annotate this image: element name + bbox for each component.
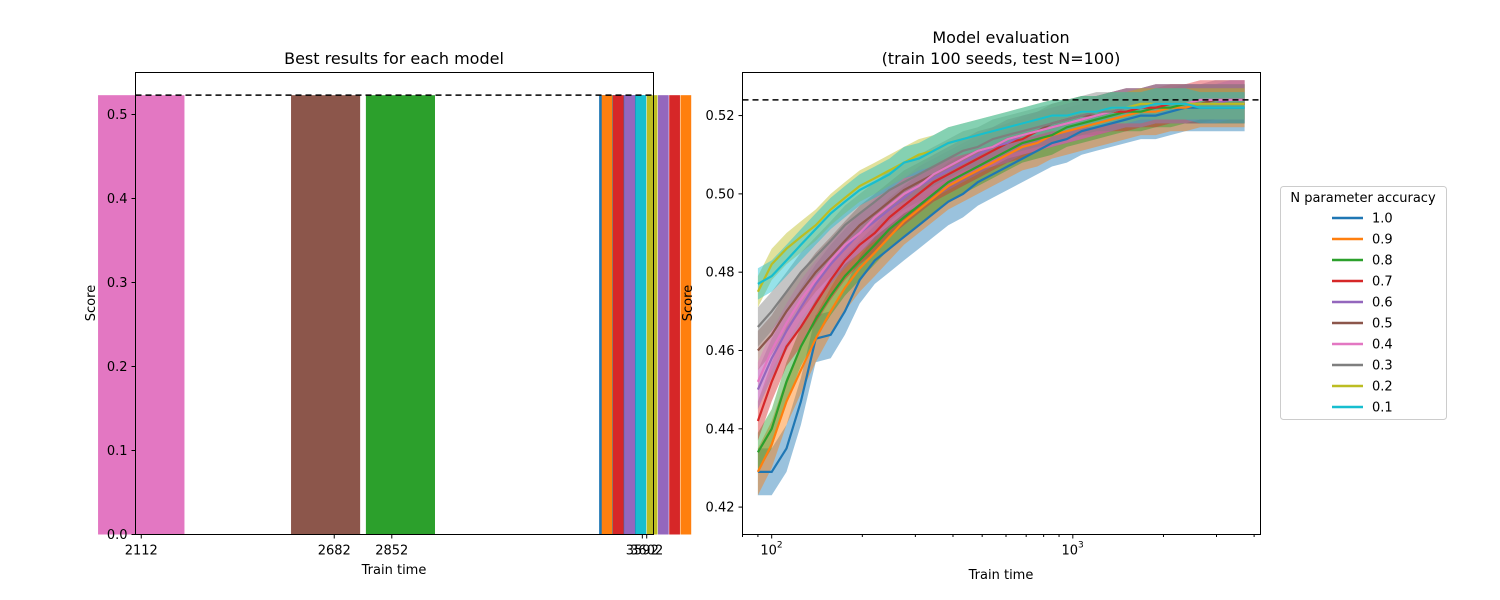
bar-chart: Best results for each model 0.0 0.1 0.2 0.3… bbox=[84, 49, 692, 578]
legend-items: 1.0 0.9 0.8 0.7 0.6 0.5 0.4 0.3 0.2 0.1 bbox=[1332, 212, 1393, 416]
bar bbox=[601, 95, 613, 535]
line-x-tick-exponent: 2 bbox=[777, 541, 783, 551]
bar bbox=[612, 95, 624, 535]
bar-x-tick-label: 3592 bbox=[626, 544, 659, 559]
series-band bbox=[757, 80, 1245, 371]
series-band bbox=[757, 88, 1245, 308]
legend-label: 0.5 bbox=[1372, 317, 1393, 332]
legend-label: 0.4 bbox=[1372, 338, 1393, 353]
series-line bbox=[756, 102, 1245, 473]
series-band bbox=[757, 84, 1245, 441]
legend-label: 0.7 bbox=[1372, 275, 1393, 290]
bar-x-tick-label: 2112 bbox=[125, 544, 158, 559]
line-y-tick-label: 0.42 bbox=[706, 501, 735, 516]
legend-frame bbox=[1280, 186, 1447, 420]
legend-label: 0.9 bbox=[1372, 233, 1393, 248]
legend-label: 0.6 bbox=[1372, 296, 1393, 311]
line-y-tick-label: 0.50 bbox=[706, 187, 735, 202]
series-band bbox=[757, 84, 1245, 472]
bar-y-axis-label: Score bbox=[84, 285, 99, 321]
line-chart: Model evaluation (train 100 seeds, test … bbox=[681, 28, 1261, 583]
line-y-tick-label: 0.48 bbox=[706, 266, 735, 281]
series-line bbox=[756, 102, 1245, 422]
bar-y-tick-label: 0.0 bbox=[107, 528, 128, 543]
bar-axes-frame bbox=[135, 72, 654, 535]
bar-y-tick-label: 0.5 bbox=[107, 108, 128, 123]
bar-x-tick-label: 2852 bbox=[375, 544, 408, 559]
line-x-tick-label: 10 bbox=[760, 544, 777, 559]
bar bbox=[680, 95, 692, 535]
bar-chart-title: Best results for each model bbox=[284, 49, 504, 68]
legend-label: 0.3 bbox=[1372, 359, 1393, 374]
line-y-tick-label: 0.52 bbox=[706, 109, 735, 124]
bar-x-axis-label: Train time bbox=[361, 563, 427, 578]
bar-y-tick-label: 0.4 bbox=[107, 192, 128, 207]
line-plot-area bbox=[756, 80, 1245, 496]
bar bbox=[646, 95, 658, 535]
bar-x-tick-label: 2682 bbox=[318, 544, 351, 559]
bar bbox=[624, 95, 635, 535]
bar-y-tick-label: 0.1 bbox=[107, 444, 128, 459]
line-x-axis: 10 2 10 3 bbox=[742, 534, 1255, 559]
legend-label: 0.8 bbox=[1372, 254, 1393, 269]
legend-label: 1.0 bbox=[1372, 212, 1393, 227]
series-line bbox=[757, 102, 1245, 285]
bar bbox=[98, 95, 185, 535]
legend-label: 0.1 bbox=[1372, 401, 1393, 416]
line-y-tick-label: 0.44 bbox=[706, 422, 735, 437]
bar-y-tick-label: 0.2 bbox=[107, 360, 128, 375]
line-y-axis: 0.42 0.44 0.46 0.48 0.50 0.52 bbox=[706, 109, 743, 516]
line-chart-title-line-1: Model evaluation bbox=[932, 28, 1069, 47]
bar bbox=[657, 95, 669, 535]
bar bbox=[291, 95, 361, 535]
line-chart-title-line-2: (train 100 seeds, test N=100) bbox=[882, 49, 1121, 68]
bar-y-tick-label: 0.3 bbox=[107, 276, 128, 291]
bar-plot-area bbox=[98, 95, 692, 535]
line-axes-frame bbox=[742, 72, 1261, 535]
legend-label: 0.2 bbox=[1372, 380, 1393, 395]
legend: N parameter accuracy 1.0 0.9 0.8 0.7 0.6 0.5 0… bbox=[1280, 186, 1447, 420]
bar-y-axis: 0.0 0.1 0.2 0.3 0.4 0.5 bbox=[107, 108, 136, 543]
bar bbox=[365, 95, 435, 535]
bar-x-tick-label: 3602 bbox=[630, 544, 663, 559]
line-y-axis-label: Score bbox=[681, 285, 696, 321]
legend-title: N parameter accuracy bbox=[1290, 191, 1436, 206]
line-y-tick-label: 0.46 bbox=[706, 344, 735, 359]
line-x-axis-label: Train time bbox=[968, 568, 1034, 583]
series-line bbox=[757, 106, 1245, 473]
line-x-tick-exponent: 3 bbox=[1078, 541, 1084, 551]
bar bbox=[669, 95, 680, 535]
series-line bbox=[756, 102, 1245, 453]
bar bbox=[635, 95, 647, 535]
line-x-tick-label: 10 bbox=[1062, 544, 1079, 559]
